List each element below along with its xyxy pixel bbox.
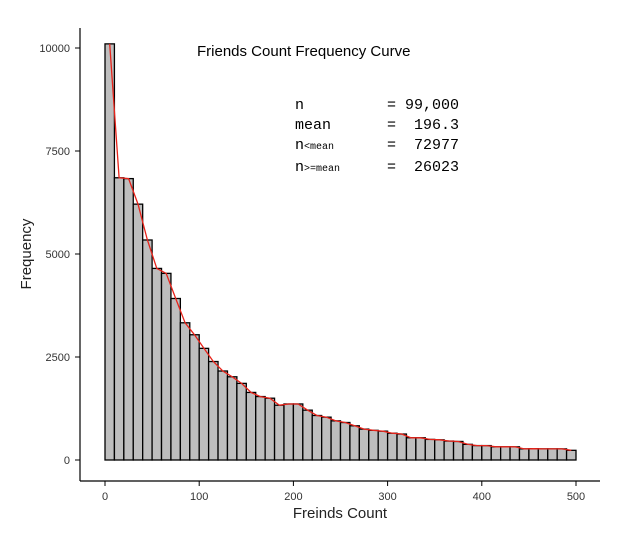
histogram-bar — [358, 428, 370, 461]
stat-n: n = 99,000 — [295, 96, 459, 116]
histogram-bar — [283, 403, 295, 461]
stat-value: 72977 — [414, 137, 460, 154]
histogram-bar — [207, 360, 219, 461]
histogram-bar — [452, 440, 464, 461]
histogram-bar — [368, 429, 379, 461]
histogram-bar — [273, 404, 285, 461]
x-tick-label: 400 — [473, 491, 491, 503]
y-tick-label: 0 — [64, 455, 70, 467]
stat-value: 196.3 — [414, 117, 460, 134]
histogram-bar — [556, 448, 568, 461]
stat-n-above-mean: n>=mean = 26023 — [295, 158, 459, 180]
histogram-bar — [151, 267, 163, 461]
histogram-bar — [160, 272, 172, 461]
x-tick-label: 0 — [102, 491, 108, 503]
stat-value: 99,000 — [405, 97, 460, 114]
histogram-bar — [104, 43, 116, 461]
y-tick-label: 5000 — [46, 249, 70, 261]
histogram-bar — [471, 444, 483, 461]
x-tick-label: 100 — [190, 491, 208, 503]
histogram-bar — [302, 409, 313, 461]
stats-annotation: n = 99,000 mean = 196.3 n<mean = 72977 n>=m… — [295, 96, 459, 180]
histogram-bar — [528, 448, 539, 461]
stat-eq: = — [387, 117, 397, 134]
histogram-bar — [443, 440, 455, 461]
histogram-bar — [490, 446, 502, 461]
stat-label: n — [295, 97, 305, 114]
histogram-bar — [396, 433, 408, 461]
y-tick-label: 10000 — [39, 43, 70, 55]
stat-eq: = — [387, 97, 397, 114]
stat-eq: = — [387, 159, 397, 176]
histogram-bar — [377, 430, 389, 461]
x-tick-label: 200 — [284, 491, 302, 503]
histogram-bar — [518, 448, 530, 461]
histogram-bar — [170, 297, 182, 461]
histogram-bar — [405, 437, 417, 461]
histogram-bar — [330, 420, 342, 461]
histogram-bar — [226, 376, 238, 461]
stat-n-below-mean: n<mean = 72977 — [295, 136, 459, 158]
x-tick-label: 500 — [567, 491, 585, 503]
x-tick-label: 300 — [378, 491, 396, 503]
histogram-bar — [415, 437, 426, 461]
histogram-bar — [292, 403, 304, 461]
histogram-bar — [537, 448, 549, 461]
histogram-bar — [179, 322, 191, 461]
histogram-bar — [198, 347, 210, 461]
histogram-bar — [311, 414, 323, 461]
histogram-bar — [462, 443, 474, 461]
histogram-bar — [255, 395, 266, 461]
histogram-bar — [236, 382, 247, 461]
stat-label: n — [295, 159, 305, 176]
histogram-bar — [565, 449, 577, 461]
chart-title: Friends Count Frequency Curve — [197, 43, 410, 60]
stat-sub: >=mean — [304, 164, 341, 175]
histogram-bar — [434, 439, 445, 461]
histogram-bar — [499, 446, 511, 461]
histogram-bar — [349, 425, 360, 461]
frequency-curve — [109, 43, 572, 451]
histogram-bar — [123, 177, 134, 461]
histogram-bar — [245, 391, 257, 461]
stat-value: 26023 — [414, 159, 460, 176]
y-tick-label: 2500 — [46, 352, 70, 364]
y-ticks: 0 2500 5000 7500 10000 — [39, 43, 80, 467]
y-tick-label: 7500 — [46, 146, 70, 158]
x-axis-label: Freinds Count — [293, 505, 388, 522]
histogram-bar — [217, 370, 229, 461]
x-ticks: 0 100 200 300 400 500 — [102, 481, 585, 503]
stat-label: n — [295, 137, 305, 154]
y-axis-label: Frequency — [18, 218, 35, 289]
histogram-bar — [509, 446, 521, 461]
histogram-bar — [264, 397, 276, 461]
histogram-bar — [339, 421, 351, 461]
histogram-bar — [481, 444, 492, 461]
histogram-bar — [189, 334, 200, 461]
histogram-bar — [386, 432, 398, 461]
histogram-bar — [424, 438, 436, 461]
histogram-bar — [142, 239, 153, 461]
histogram-bar — [321, 416, 332, 461]
histogram-bar — [547, 448, 558, 461]
stat-mean: mean = 196.3 — [295, 116, 459, 136]
histogram-bar — [113, 177, 125, 461]
stat-eq: = — [387, 137, 397, 154]
histogram-bar — [132, 203, 144, 461]
stat-label: mean — [295, 117, 332, 134]
stat-sub: <mean — [304, 142, 335, 153]
